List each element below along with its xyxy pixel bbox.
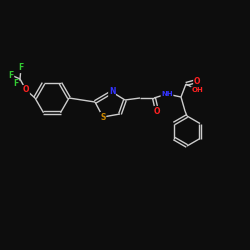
Text: O: O <box>154 106 160 116</box>
Text: F: F <box>14 80 18 88</box>
Text: S: S <box>100 112 106 122</box>
Text: OH: OH <box>191 87 203 93</box>
Text: O: O <box>194 76 200 86</box>
Text: N: N <box>109 88 115 96</box>
Text: F: F <box>18 64 24 72</box>
Text: O: O <box>23 86 29 94</box>
Text: NH: NH <box>161 91 173 97</box>
Text: F: F <box>8 70 14 80</box>
